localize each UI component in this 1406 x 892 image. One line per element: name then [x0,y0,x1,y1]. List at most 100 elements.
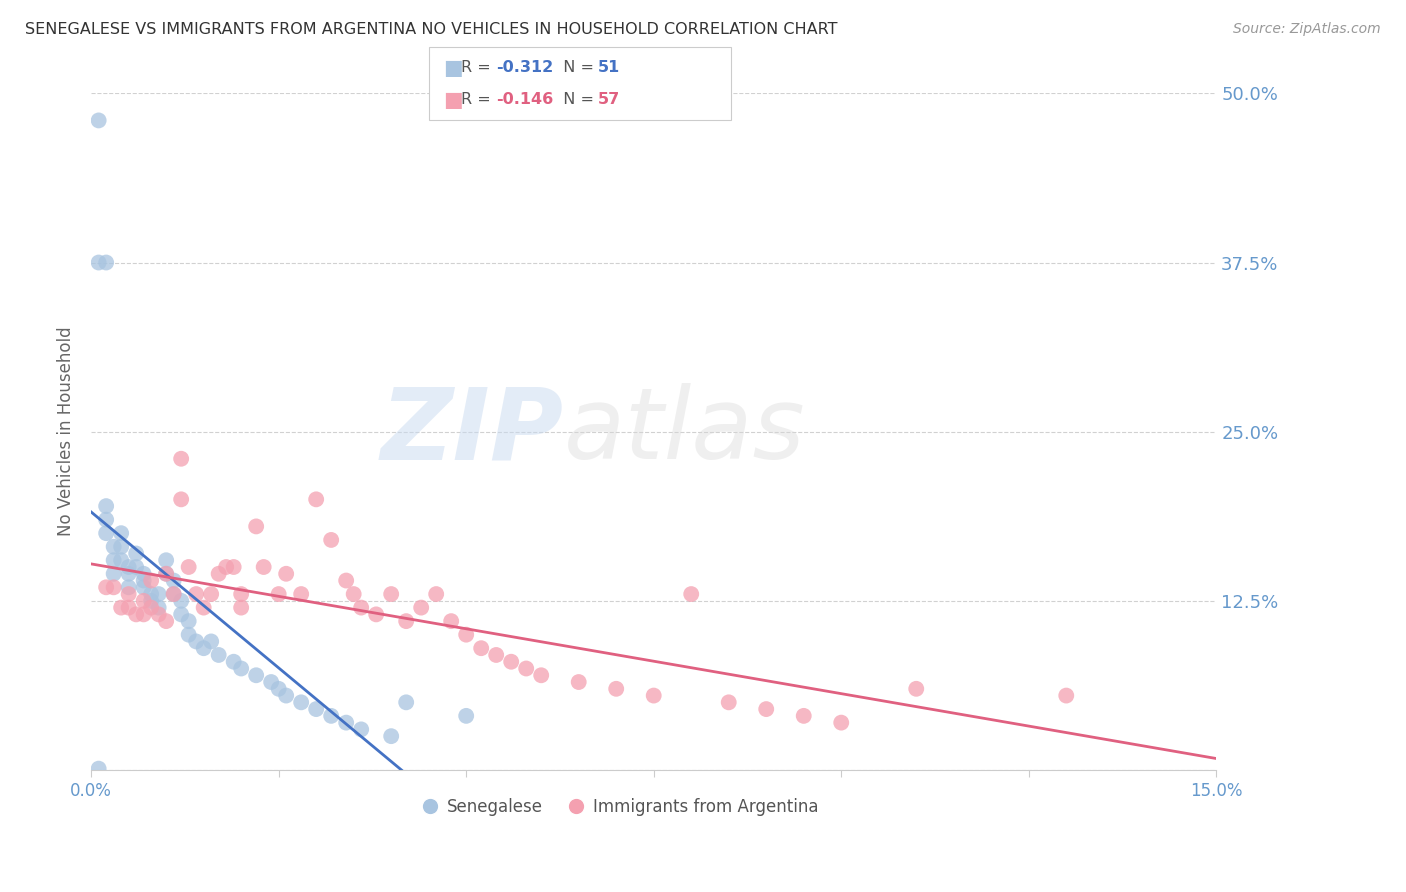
Point [163,574,186,588]
Point [96,580,118,594]
Point [170,492,193,507]
Point [793,709,815,723]
Point [470,641,492,656]
Point [110,600,132,615]
Point [163,587,186,601]
Point [141,600,163,615]
Point [605,681,627,696]
Point [276,689,298,703]
Point [141,587,163,601]
Point [222,655,245,669]
Point [267,681,290,696]
Point [132,594,155,608]
Point [231,600,253,615]
Point [485,648,508,662]
Point [681,587,703,601]
Point [231,661,253,675]
Text: -0.146: -0.146 [496,93,554,107]
Text: 51: 51 [598,61,620,75]
Point [208,566,231,581]
Point [425,587,447,601]
Point [186,634,208,648]
Text: ■: ■ [443,58,463,78]
Point [170,451,193,466]
Point [456,709,478,723]
Point [222,560,245,574]
Point [87,255,110,269]
Point [380,729,402,743]
Point [643,689,665,703]
Point [208,648,231,662]
Point [177,614,200,628]
Point [110,553,132,567]
Point [103,540,125,554]
Point [155,553,177,567]
Point [1054,689,1077,703]
Point [755,702,778,716]
Point [87,113,110,128]
Point [305,702,328,716]
Point [530,668,553,682]
Point [245,668,267,682]
Point [103,580,125,594]
Point [177,628,200,642]
Point [350,723,373,737]
Point [103,566,125,581]
Point [170,594,193,608]
Point [96,499,118,513]
Point [110,526,132,541]
Point [200,634,222,648]
Text: -0.312: -0.312 [496,61,554,75]
Point [380,587,402,601]
Point [87,762,110,776]
Point [118,560,141,574]
Point [200,587,222,601]
Point [215,560,238,574]
Point [501,655,523,669]
Text: SENEGALESE VS IMMIGRANTS FROM ARGENTINA NO VEHICLES IN HOUSEHOLD CORRELATION CHA: SENEGALESE VS IMMIGRANTS FROM ARGENTINA … [25,22,838,37]
Point [155,566,177,581]
Point [177,560,200,574]
Point [290,695,312,709]
Text: N =: N = [553,93,599,107]
Point [132,580,155,594]
Text: Source: ZipAtlas.com: Source: ZipAtlas.com [1233,22,1381,37]
Point [253,560,276,574]
Point [186,587,208,601]
Point [456,628,478,642]
Point [163,587,186,601]
Point [96,513,118,527]
Point [170,607,193,622]
Point [148,607,170,622]
Point [110,540,132,554]
Legend: Senegalese, Immigrants from Argentina: Senegalese, Immigrants from Argentina [415,791,825,822]
Point [343,587,366,601]
Point [155,614,177,628]
Point [132,566,155,581]
Text: 57: 57 [598,93,620,107]
Point [231,587,253,601]
Point [245,519,267,533]
Point [103,553,125,567]
Point [440,614,463,628]
Point [717,695,740,709]
Point [267,587,290,601]
Point [96,526,118,541]
Point [148,600,170,615]
Point [96,255,118,269]
Point [411,600,433,615]
Point [568,675,591,690]
Text: ■: ■ [443,90,463,110]
Text: ZIP: ZIP [381,384,564,480]
Point [148,587,170,601]
Point [395,695,418,709]
Text: R =: R = [461,93,496,107]
Point [335,574,357,588]
Point [125,546,148,560]
Point [132,607,155,622]
Point [155,566,177,581]
Point [335,715,357,730]
Point [321,533,343,547]
Text: N =: N = [553,61,599,75]
Point [260,675,283,690]
